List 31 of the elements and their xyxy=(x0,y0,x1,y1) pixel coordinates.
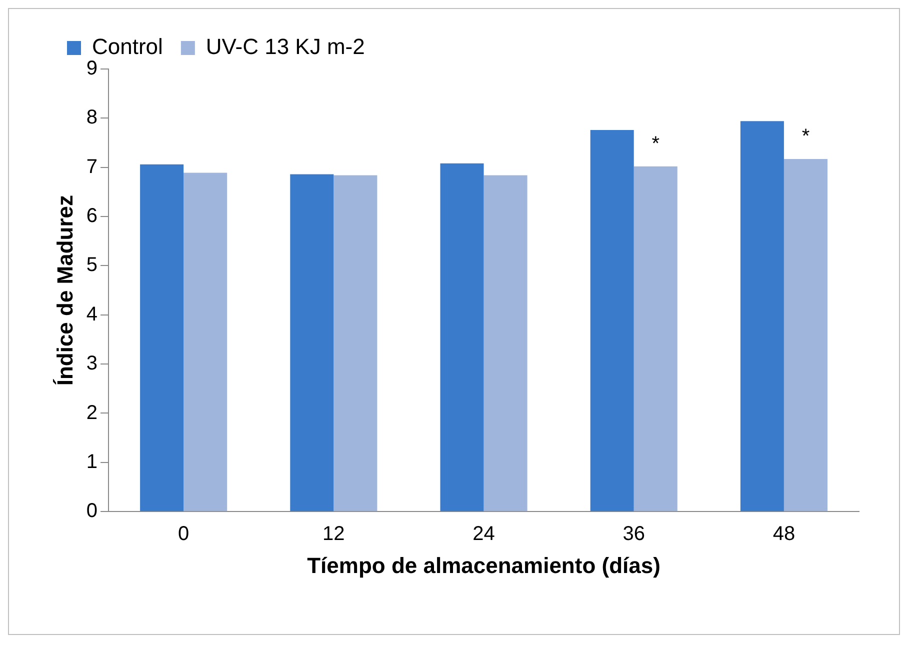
bar xyxy=(484,175,528,512)
x-tick-label: 0 xyxy=(178,523,190,546)
y-tick-label: 7 xyxy=(86,156,98,178)
bar xyxy=(140,164,184,512)
bar xyxy=(334,175,378,512)
y-axis-title: Índice de Madurez xyxy=(52,194,78,386)
y-tick-label: 8 xyxy=(86,106,98,129)
y-tick-label: 4 xyxy=(86,303,98,326)
y-tick-label: 9 xyxy=(86,58,98,80)
y-tick-label: 2 xyxy=(86,402,98,424)
bar xyxy=(784,158,828,512)
annotation: * xyxy=(652,132,660,155)
bar xyxy=(290,174,334,512)
bar xyxy=(184,172,228,512)
x-tick-label: 12 xyxy=(322,523,345,546)
y-tick-label: 5 xyxy=(86,254,98,276)
bar xyxy=(634,166,678,512)
x-axis-title: Tíempo de almacenamiento (días) xyxy=(307,552,660,578)
legend-label: Control xyxy=(92,34,163,60)
annotation: * xyxy=(802,126,810,148)
y-tick-label: 3 xyxy=(86,352,98,375)
x-tick-label: 48 xyxy=(772,523,796,546)
legend-label: UV-C 13 KJ m-2 xyxy=(206,34,365,60)
x-tick-label: 24 xyxy=(472,523,495,546)
y-tick-label: 6 xyxy=(86,205,98,228)
bar xyxy=(590,130,634,512)
bar xyxy=(440,163,484,512)
bar xyxy=(740,121,784,512)
y-tick-label: 0 xyxy=(86,500,98,522)
x-tick-label: 36 xyxy=(622,523,645,546)
y-tick-label: 1 xyxy=(86,450,98,473)
